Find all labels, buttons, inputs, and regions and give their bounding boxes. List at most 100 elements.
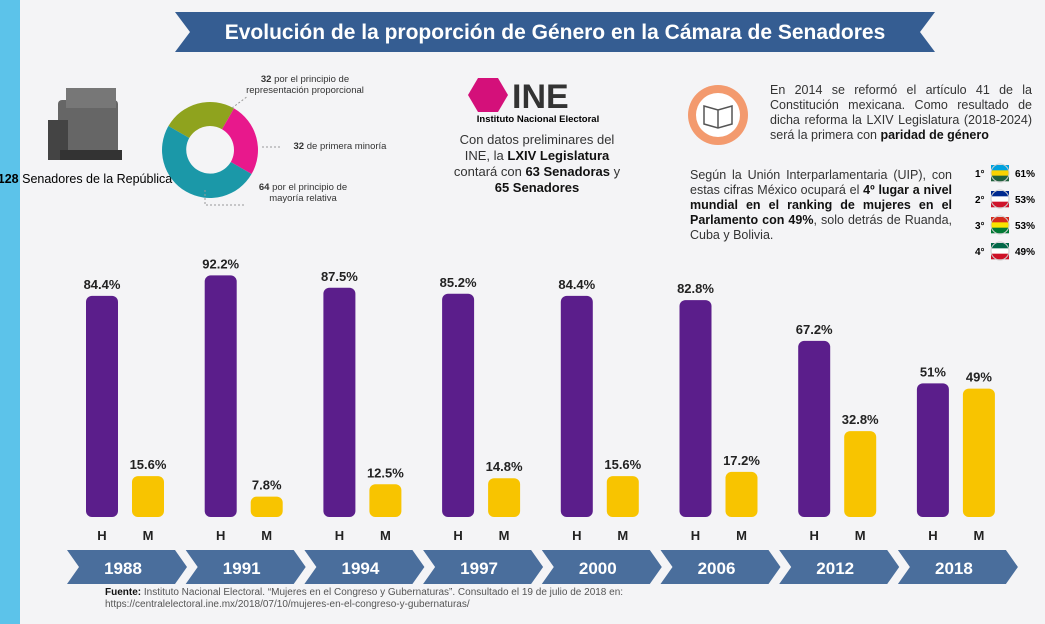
bar bbox=[962, 388, 995, 517]
rank-value: 53% bbox=[1015, 221, 1035, 232]
donut-text: por el principio de representación propo… bbox=[246, 74, 364, 96]
year-arrow bbox=[67, 550, 187, 584]
ine-logo-shape bbox=[468, 78, 508, 112]
title-banner bbox=[175, 12, 935, 52]
ine-text: Con datos preliminares del INE, la LXIV … bbox=[452, 132, 622, 196]
senate-text: Senadores de la República bbox=[22, 172, 172, 186]
value-label: 7.8% bbox=[252, 478, 282, 493]
value-label: 51% bbox=[920, 364, 946, 379]
leader-line bbox=[231, 95, 249, 109]
bar bbox=[442, 293, 475, 517]
flag-outline bbox=[990, 241, 1010, 261]
series-label: H bbox=[453, 528, 462, 543]
value-label: 67.2% bbox=[796, 322, 833, 337]
value-label: 32.8% bbox=[842, 412, 879, 427]
text-segment: 4º lugar a nivel mundial en el ranking d… bbox=[690, 183, 952, 227]
senate-icon bbox=[48, 88, 122, 160]
rank-value: 61% bbox=[1015, 169, 1035, 180]
value-label: 92.2% bbox=[202, 256, 239, 271]
ine-name: Instituto Nacional Electoral bbox=[477, 114, 599, 125]
value-label: 82.8% bbox=[677, 281, 714, 296]
value-label: 14.8% bbox=[486, 459, 523, 474]
text-segment: Con datos preliminares del INE, la bbox=[459, 132, 615, 163]
ine-logo: INE bbox=[512, 78, 569, 116]
text-segment: paridad de género bbox=[880, 128, 989, 142]
donut-text: de primera minoría bbox=[306, 141, 387, 152]
x-tick-label: 2006 bbox=[698, 559, 736, 578]
flag bbox=[991, 196, 1009, 202]
x-tick-label: 1988 bbox=[104, 559, 142, 578]
series-label: H bbox=[928, 528, 937, 543]
series-label: M bbox=[143, 528, 154, 543]
senate-count: 128 bbox=[0, 172, 19, 186]
bar bbox=[323, 287, 356, 517]
donut-value: 32 bbox=[293, 141, 305, 152]
flag bbox=[991, 175, 1009, 182]
book-icon-lines bbox=[703, 105, 733, 129]
series-label: M bbox=[736, 528, 747, 543]
year-arrow bbox=[304, 550, 425, 584]
value-label: 15.6% bbox=[604, 457, 641, 472]
text-segment: , solo detrás de Ruanda, Cuba y Bolivia. bbox=[690, 213, 953, 242]
side-strip bbox=[0, 0, 20, 624]
flag bbox=[991, 217, 1009, 223]
value-label: 17.2% bbox=[723, 453, 760, 468]
source-label: Fuente: bbox=[105, 587, 142, 598]
rank: 2° bbox=[975, 195, 985, 206]
rank: 1° bbox=[975, 169, 985, 180]
flag bbox=[991, 243, 1009, 249]
text-segment: 63 Senadoras bbox=[525, 164, 610, 179]
series-label: H bbox=[572, 528, 581, 543]
series-label: H bbox=[335, 528, 344, 543]
value-label: 84.4% bbox=[84, 277, 121, 292]
value-label: 85.2% bbox=[440, 275, 477, 290]
year-arrow bbox=[423, 550, 544, 584]
bar bbox=[679, 300, 712, 517]
flag bbox=[991, 165, 1009, 171]
bar bbox=[488, 478, 521, 517]
series-label: M bbox=[855, 528, 866, 543]
value-label: 15.6% bbox=[130, 457, 167, 472]
text-segment: 65 Senadores bbox=[494, 180, 580, 195]
title: Evolución de la proporción de Género en … bbox=[225, 21, 886, 44]
year-arrow bbox=[897, 550, 1018, 584]
x-tick-label: 2000 bbox=[579, 559, 617, 578]
value-label: 87.5% bbox=[321, 269, 358, 284]
source-text: Instituto Nacional Electoral. “Mujeres e… bbox=[141, 587, 624, 598]
flag bbox=[991, 227, 1009, 234]
text-segment: y bbox=[609, 164, 621, 179]
text-segment: En 2014 se reformó el artículo 41 de la … bbox=[770, 83, 1032, 142]
series-label: H bbox=[216, 528, 225, 543]
series-label: M bbox=[973, 528, 984, 543]
bar bbox=[798, 340, 831, 517]
leader-line bbox=[204, 190, 245, 206]
text-segment: Según la Unión Interparlamentaria (UIP),… bbox=[690, 168, 952, 197]
rank: 4° bbox=[975, 247, 985, 258]
bar bbox=[560, 295, 593, 517]
flag-outline bbox=[990, 163, 1010, 183]
bar bbox=[250, 496, 283, 517]
rank: 3° bbox=[975, 221, 985, 232]
x-tick-label: 1994 bbox=[341, 559, 379, 578]
source: Fuente: Instituto Nacional Electoral. “M… bbox=[105, 587, 745, 611]
bar bbox=[86, 295, 118, 517]
source-url: https://centralelectoral.ine.mx/2018/07/… bbox=[105, 599, 470, 610]
series-label: H bbox=[810, 528, 819, 543]
donut-segment bbox=[162, 126, 252, 198]
rank-value: 53% bbox=[1015, 195, 1035, 206]
year-arrow bbox=[779, 550, 900, 584]
donut-segment bbox=[222, 108, 259, 174]
text-segment: contará con bbox=[453, 164, 526, 179]
x-tick-label: 2012 bbox=[816, 559, 854, 578]
series-label: M bbox=[380, 528, 391, 543]
rank-value: 49% bbox=[1015, 247, 1035, 258]
flag bbox=[991, 222, 1009, 228]
year-arrow bbox=[541, 550, 662, 584]
value-label: 84.4% bbox=[558, 277, 595, 292]
flag bbox=[991, 248, 1009, 254]
uip-text: Según la Unión Interparlamentaria (UIP),… bbox=[690, 168, 952, 243]
bar bbox=[369, 484, 402, 517]
series-label: M bbox=[617, 528, 628, 543]
donut-segment bbox=[168, 101, 234, 138]
